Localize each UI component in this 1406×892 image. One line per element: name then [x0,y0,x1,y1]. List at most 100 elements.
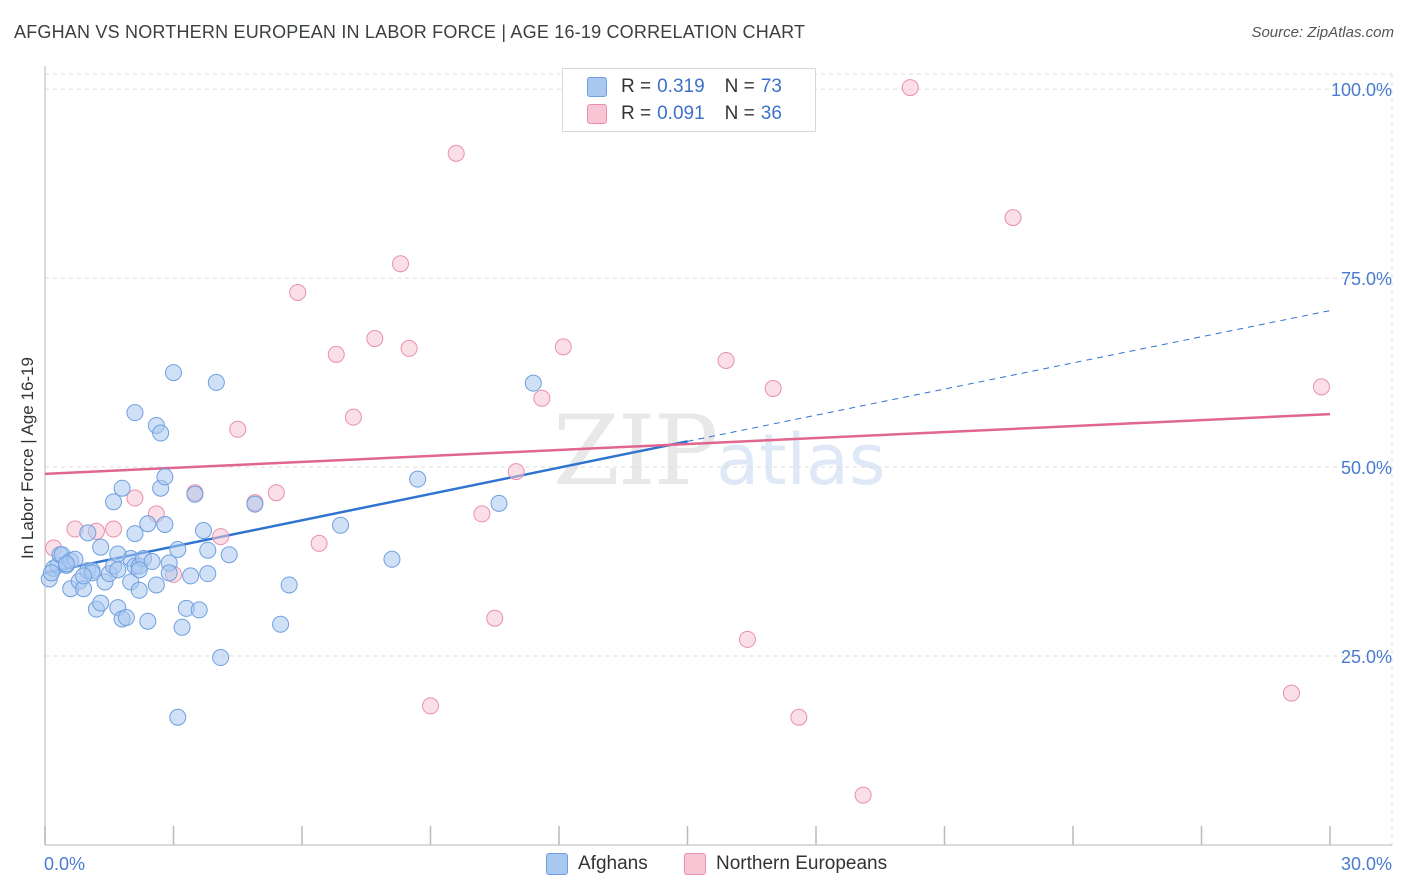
axes [44,66,1392,846]
northern-european-point [901,79,919,97]
bottom-legend-swatch-afghans [546,853,568,875]
legend: R = 0.319 N = 73 R = 0.091 N = 36 [562,68,816,132]
bottom-legend-swatch-northern-europeans [684,853,706,875]
northern-european-point [854,786,872,804]
afghan-point [160,564,178,582]
afghan-point [113,479,131,497]
legend-n-value: 36 [760,103,782,124]
northern-european-point [422,697,439,715]
legend-r-value: 0.319 [657,76,705,97]
legend-n-label: N = [724,103,755,124]
northern-european-point [1004,209,1022,227]
chart-title: AFGHAN VS NORTHERN EUROPEAN IN LABOR FOR… [14,22,806,42]
afghan-point [165,364,182,382]
northern-european-point [327,345,345,363]
northern-european-point [229,420,247,438]
afghan-point [152,424,170,442]
afghan-point [280,576,298,594]
source-label: Source: ZipAtlas.com [1251,24,1394,41]
grid-lines [45,73,1393,845]
y-tick-label: 25.0% [1341,647,1392,667]
legend-r-label: R = [621,103,652,124]
northern-european-point [289,283,307,301]
watermark-atlas: atlas [716,419,886,501]
northern-european-point [507,463,525,481]
afghan-point [409,470,427,488]
afghan-point [272,615,290,633]
afghan-point [92,538,110,556]
afghan-point [199,541,217,559]
northern-european-point [105,520,123,538]
legend-n-value: 73 [760,76,782,97]
afghan-point [246,495,264,513]
afghan-point [109,545,127,563]
northern-european-point [126,489,144,507]
northern-european-point [1312,378,1330,396]
northern-european-point [473,505,491,523]
bottom-legend-label-northern-europeans: Northern Europeans [716,853,888,874]
afghans-trend-line [44,440,688,575]
legend-r-label: R = [621,76,652,97]
afghan-point [190,601,208,619]
afghan-point [199,565,217,583]
northern-european-point [1282,684,1300,702]
afghans-trend-extension [687,310,1331,442]
afghan-point [57,555,75,573]
afghan-point [143,553,161,571]
northern-european-point [267,484,285,502]
afghan-point [42,564,60,582]
afghan-point [126,404,144,422]
northern-european-point [344,408,362,426]
legend-r-value: 0.091 [657,103,705,124]
y-tick-label: 100.0% [1331,80,1392,100]
legend-swatch-afghans [587,77,607,97]
afghan-point [156,516,174,534]
afghan-point [194,522,212,540]
watermark: ZIPatlas [553,395,885,507]
northern-european-point [533,389,551,407]
bottom-legend-northern-europeans: Northern Europeans [684,852,887,876]
afghan-point [332,516,350,534]
northern-european-point [554,338,572,356]
x-tick-label-min: 0.0% [44,854,85,874]
x-tick-label-max: 30.0% [1341,854,1392,874]
legend-n-label: N = [724,76,755,97]
northern-european-point [366,330,384,348]
afghan-point [490,494,508,512]
legend-row-northern-europeans: R = 0.091 N = 36 [587,103,782,125]
afghan-point [207,373,225,391]
data-points [40,78,1330,804]
northern-european-point [310,534,328,552]
afghan-point [169,540,187,558]
afghan-point [156,468,174,486]
afghan-point [130,581,148,599]
afghan-point [92,594,110,612]
afghan-point [109,561,127,579]
afghan-point [182,567,200,585]
northern-european-point [447,144,465,162]
northern-european-point [717,351,735,369]
afghan-point [117,608,135,626]
northern-european-point [486,609,504,627]
afghan-point [139,515,157,533]
northern-european-point [400,339,418,357]
afghan-point [139,612,157,630]
afghan-point [147,576,165,594]
afghan-point [524,374,542,392]
bottom-legend-label-afghans: Afghans [578,853,648,874]
afghan-point [79,524,97,542]
legend-row-afghans: R = 0.319 N = 73 [587,76,782,98]
afghan-point [130,561,148,579]
northern-european-point [392,255,410,273]
northern-europeans-trend-line [44,412,1331,476]
trend-lines [44,310,1331,575]
northern-european-point [790,708,808,726]
afghan-point [383,550,401,568]
afghan-point [126,525,144,543]
afghan-point [169,708,187,726]
y-tick-label: 75.0% [1341,269,1392,289]
legend-swatch-northern-europeans [587,104,607,124]
tick-labels: 25.0% 50.0% 75.0% 100.0% 0.0% 30.0% [44,80,1392,874]
afghan-point [75,567,93,585]
y-axis-label: In Labor Force | Age 16-19 [18,357,37,559]
